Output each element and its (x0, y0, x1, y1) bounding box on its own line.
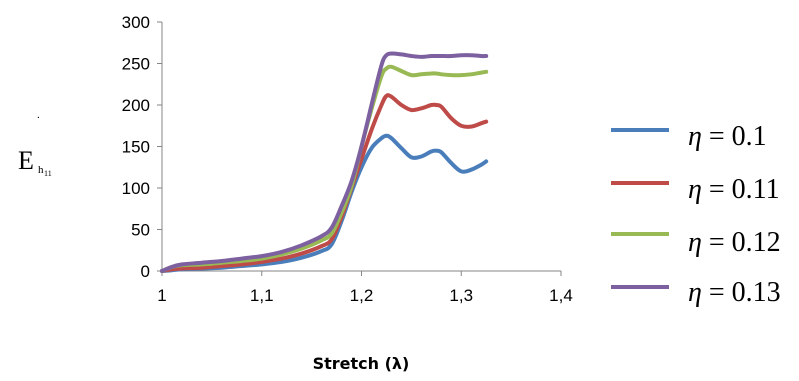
y-tick-label: 300 (122, 13, 150, 32)
y-tick-label: 100 (122, 179, 150, 198)
x-tick-label: 1,4 (549, 286, 573, 305)
y-axis-title: . E h 11 (18, 109, 52, 178)
series-line-4 (160, 51, 489, 273)
legend-label: η = 0.13 (688, 277, 781, 308)
legend: η = 0.1 η = 0.11 η = 0.12 η = 0.13 (611, 121, 781, 308)
y-tick-label: 250 (122, 55, 150, 74)
x-axis-title: Stretch (λ) (313, 354, 410, 373)
series-line-1 (160, 133, 489, 273)
series-line-3 (160, 64, 489, 273)
y-axis-title-sub: h (38, 164, 44, 176)
x-tick-label: 1,3 (449, 286, 473, 305)
legend-item-1: η = 0.1 (611, 121, 767, 152)
legend-item-4: η = 0.13 (611, 277, 781, 308)
x-tick-label: 1 (157, 286, 166, 305)
x-tick-label: 1,1 (250, 286, 274, 305)
x-axis-ticks: 1 1,1 1,2 1,3 1,4 (157, 271, 573, 305)
legend-label: η = 0.12 (688, 227, 781, 258)
legend-label: η = 0.11 (688, 174, 780, 205)
y-tick-label: 150 (122, 138, 150, 157)
y-axis-title-dot: . (37, 109, 40, 121)
y-tick-label: 0 (141, 262, 150, 281)
legend-label: η = 0.1 (688, 121, 767, 152)
legend-item-3: η = 0.12 (611, 227, 781, 258)
y-axis-title-subsub: 11 (44, 169, 52, 178)
y-axis-ticks: 0 50 100 150 200 250 300 (122, 13, 162, 281)
y-tick-label: 200 (122, 96, 150, 115)
legend-item-2: η = 0.11 (611, 174, 780, 205)
y-axis-title-main: E (18, 146, 34, 175)
x-tick-label: 1,2 (350, 286, 374, 305)
series-line-2 (160, 93, 489, 273)
y-tick-label: 50 (131, 221, 150, 240)
series-layer (160, 51, 489, 273)
